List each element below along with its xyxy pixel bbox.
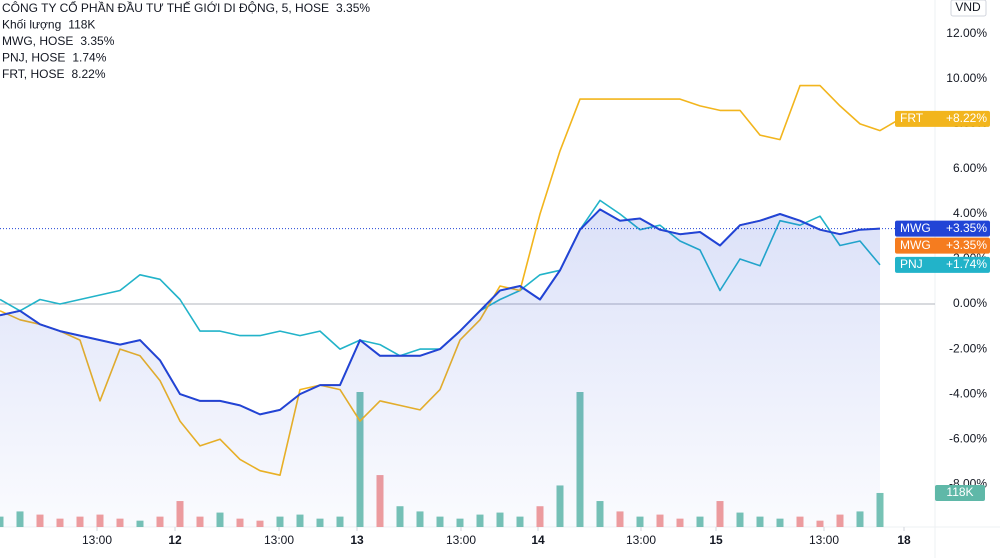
y-tick-label: -6.00%: [949, 431, 987, 445]
legend-value: 1.74%: [72, 51, 106, 65]
series-badge: [895, 237, 990, 254]
series-badge: [895, 220, 990, 237]
x-tick-label: 13:00: [446, 533, 476, 547]
y-tick-label: -4.00%: [949, 386, 987, 400]
volume-badge-label: 118K: [946, 485, 973, 499]
x-tick-label: 13:00: [626, 533, 656, 547]
series-line: [0, 208, 881, 416]
x-tick-label: 13:00: [82, 533, 112, 547]
badge-value: +3.35%: [946, 238, 987, 252]
x-tick-label: 13:00: [809, 533, 839, 547]
badge-tag: PNJ: [900, 257, 923, 271]
legend-value: 3.35%: [336, 1, 370, 15]
legend: CÔNG TY CỔ PHẦN ĐẦU TƯ THẾ GIỚI DI ĐỘNG,…: [2, 0, 370, 81]
badge-tag: MWG: [900, 238, 931, 252]
x-tick-label: 13:00: [264, 533, 294, 547]
y-tick-label: -2.00%: [949, 341, 987, 355]
legend-value: 8.22%: [71, 67, 105, 81]
legend-name: FRT, HOSE: [2, 67, 64, 81]
currency: VND: [955, 0, 981, 14]
badge-value: +1.74%: [946, 257, 987, 271]
x-tick-label: 18: [897, 533, 911, 547]
legend-name: CÔNG TY CỔ PHẦN ĐẦU TƯ THẾ GIỚI DI ĐỘNG,…: [2, 0, 329, 15]
series-badge: [895, 110, 990, 127]
legend-value: 3.35%: [80, 34, 114, 48]
badge-tag: MWG: [900, 221, 931, 235]
y-tick-label: 12.00%: [946, 26, 987, 40]
x-tick-label: 12: [168, 533, 182, 547]
legend-value: 118K: [68, 18, 95, 32]
legend-name: PNJ, HOSE: [2, 51, 65, 65]
y-tick-label: 4.00%: [953, 206, 987, 220]
currency-box[interactable]: [950, 0, 987, 17]
legend-name: Khối lượng: [2, 18, 61, 32]
y-tick-label: 6.00%: [953, 161, 987, 175]
volume-badge: [935, 484, 985, 501]
badge-value: +8.22%: [946, 111, 987, 125]
y-tick-label: 10.00%: [946, 71, 987, 85]
legend-name: MWG, HOSE: [2, 34, 73, 48]
badge-value: +3.35%: [946, 221, 987, 235]
series-badge: [895, 256, 990, 273]
x-tick-label: 14: [531, 533, 545, 547]
x-tick-label: 13: [350, 533, 364, 547]
x-tick-label: 15: [709, 533, 723, 547]
y-tick-label: 0.00%: [953, 296, 987, 310]
area-fill: [0, 209, 880, 527]
badge-tag: FRT: [900, 111, 924, 125]
